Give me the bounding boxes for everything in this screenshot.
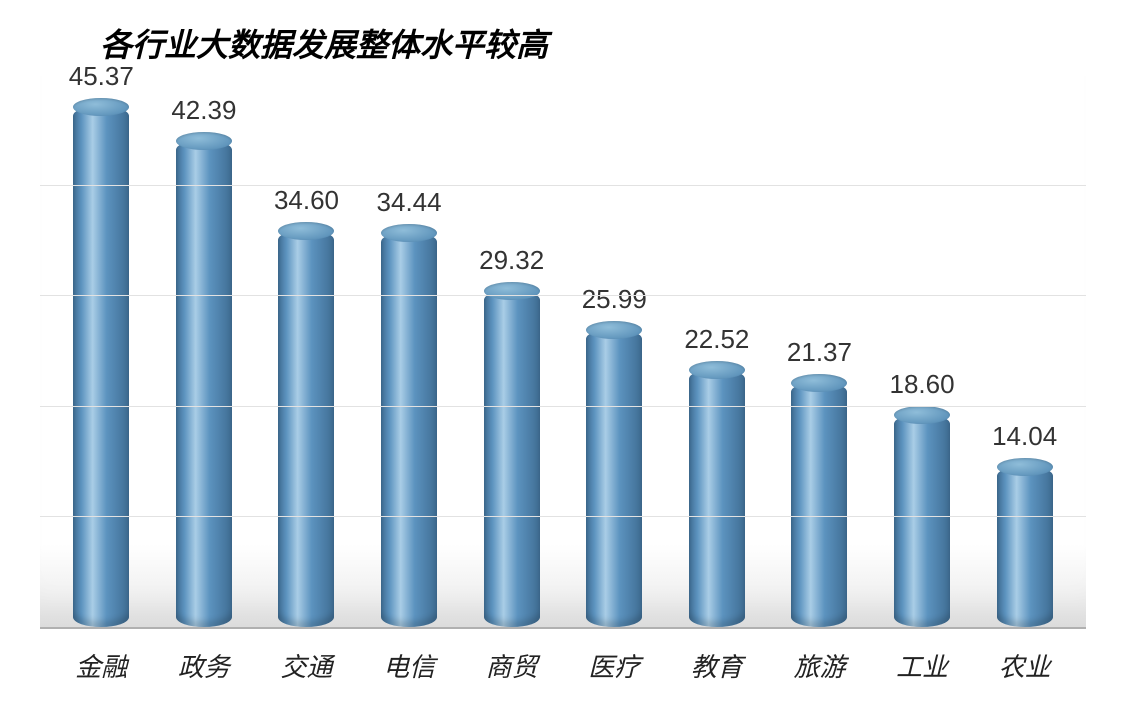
- bar-slot: 34.44: [358, 76, 461, 627]
- chart-title: 各行业大数据发展整体水平较高: [40, 20, 1086, 66]
- bar-value-label: 45.37: [50, 61, 153, 92]
- bar-slot: 42.39: [153, 76, 256, 627]
- x-axis-label: 工业: [871, 647, 974, 684]
- bar-value-label: 34.44: [358, 187, 461, 218]
- bar-slot: 34.60: [255, 76, 358, 627]
- bar-top-ellipse: [586, 321, 642, 339]
- bar-top-ellipse: [791, 374, 847, 392]
- bar-body: [689, 369, 745, 628]
- bar-cylinder: [381, 232, 437, 627]
- bar-value-label: 29.32: [460, 245, 563, 276]
- plot-area: 45.3742.39 34.6034.44 29.3225.9922.5221.37…: [40, 76, 1086, 684]
- grid-line: [40, 185, 1086, 186]
- bar-body: [278, 230, 334, 627]
- plot-inner: 45.3742.39 34.6034.44 29.3225.9922.5221.37…: [40, 76, 1086, 629]
- bar-body: [894, 414, 950, 628]
- bar-top-ellipse: [381, 224, 437, 242]
- bar-body: [381, 232, 437, 627]
- bar-slot: 14.04: [973, 76, 1076, 627]
- bar-slot: 18.60: [871, 76, 974, 627]
- grid-line: [40, 295, 1086, 296]
- bar-cylinder: [586, 329, 642, 627]
- grid-line: [40, 516, 1086, 517]
- bar-top-ellipse: [997, 458, 1053, 476]
- x-axis-label: 医疗: [563, 647, 666, 684]
- bar-chart: 各行业大数据发展整体水平较高 45.3742.39 34.6034.44 29.32…: [0, 0, 1126, 714]
- bar-body: [791, 382, 847, 627]
- x-axis-label: 交通: [255, 647, 358, 684]
- bars-row: 45.3742.39 34.6034.44 29.3225.9922.5221.37…: [40, 76, 1086, 627]
- x-axis-label: 政务: [153, 647, 256, 684]
- bar-body: [484, 290, 540, 627]
- bar-value-label: 14.04: [973, 421, 1076, 452]
- bar-slot: 45.37: [50, 76, 153, 627]
- bar-top-ellipse: [689, 361, 745, 379]
- bar-cylinder: [997, 466, 1053, 627]
- bar-value-label: 25.99: [563, 284, 666, 315]
- bar-body: [176, 140, 232, 627]
- x-axis-label: 教育: [666, 647, 769, 684]
- bar-cylinder: [791, 382, 847, 627]
- bar-value-label: 18.60: [871, 369, 974, 400]
- bar-slot: 29.32: [460, 76, 563, 627]
- bar-body: [997, 466, 1053, 627]
- x-axis-label: 商贸: [460, 647, 563, 684]
- bar-slot: 22.52: [666, 76, 769, 627]
- bar-cylinder: [894, 414, 950, 628]
- bar-value-label: 42.39: [153, 95, 256, 126]
- bar-body: [586, 329, 642, 627]
- bar-cylinder: [176, 140, 232, 627]
- bar-cylinder: [484, 290, 540, 627]
- bar-top-ellipse: [894, 406, 950, 424]
- bar-slot: 25.99: [563, 76, 666, 627]
- bar-cylinder: [689, 369, 745, 628]
- bar-value-label: 21.37: [768, 337, 871, 368]
- bar-slot: 21.37: [768, 76, 871, 627]
- x-axis-label: 农业: [973, 647, 1076, 684]
- bar-cylinder: [278, 230, 334, 627]
- x-axis-label: 旅游: [768, 647, 871, 684]
- x-axis-labels: 金融政务交通电信商贸医疗教育旅游工业农业: [40, 629, 1086, 684]
- bar-value-label: 22.52: [666, 324, 769, 355]
- bar-top-ellipse: [278, 222, 334, 240]
- x-axis-label: 金融: [50, 647, 153, 684]
- grid-line: [40, 406, 1086, 407]
- bar-value-label: 34.60: [255, 185, 358, 216]
- x-axis-label: 电信: [358, 647, 461, 684]
